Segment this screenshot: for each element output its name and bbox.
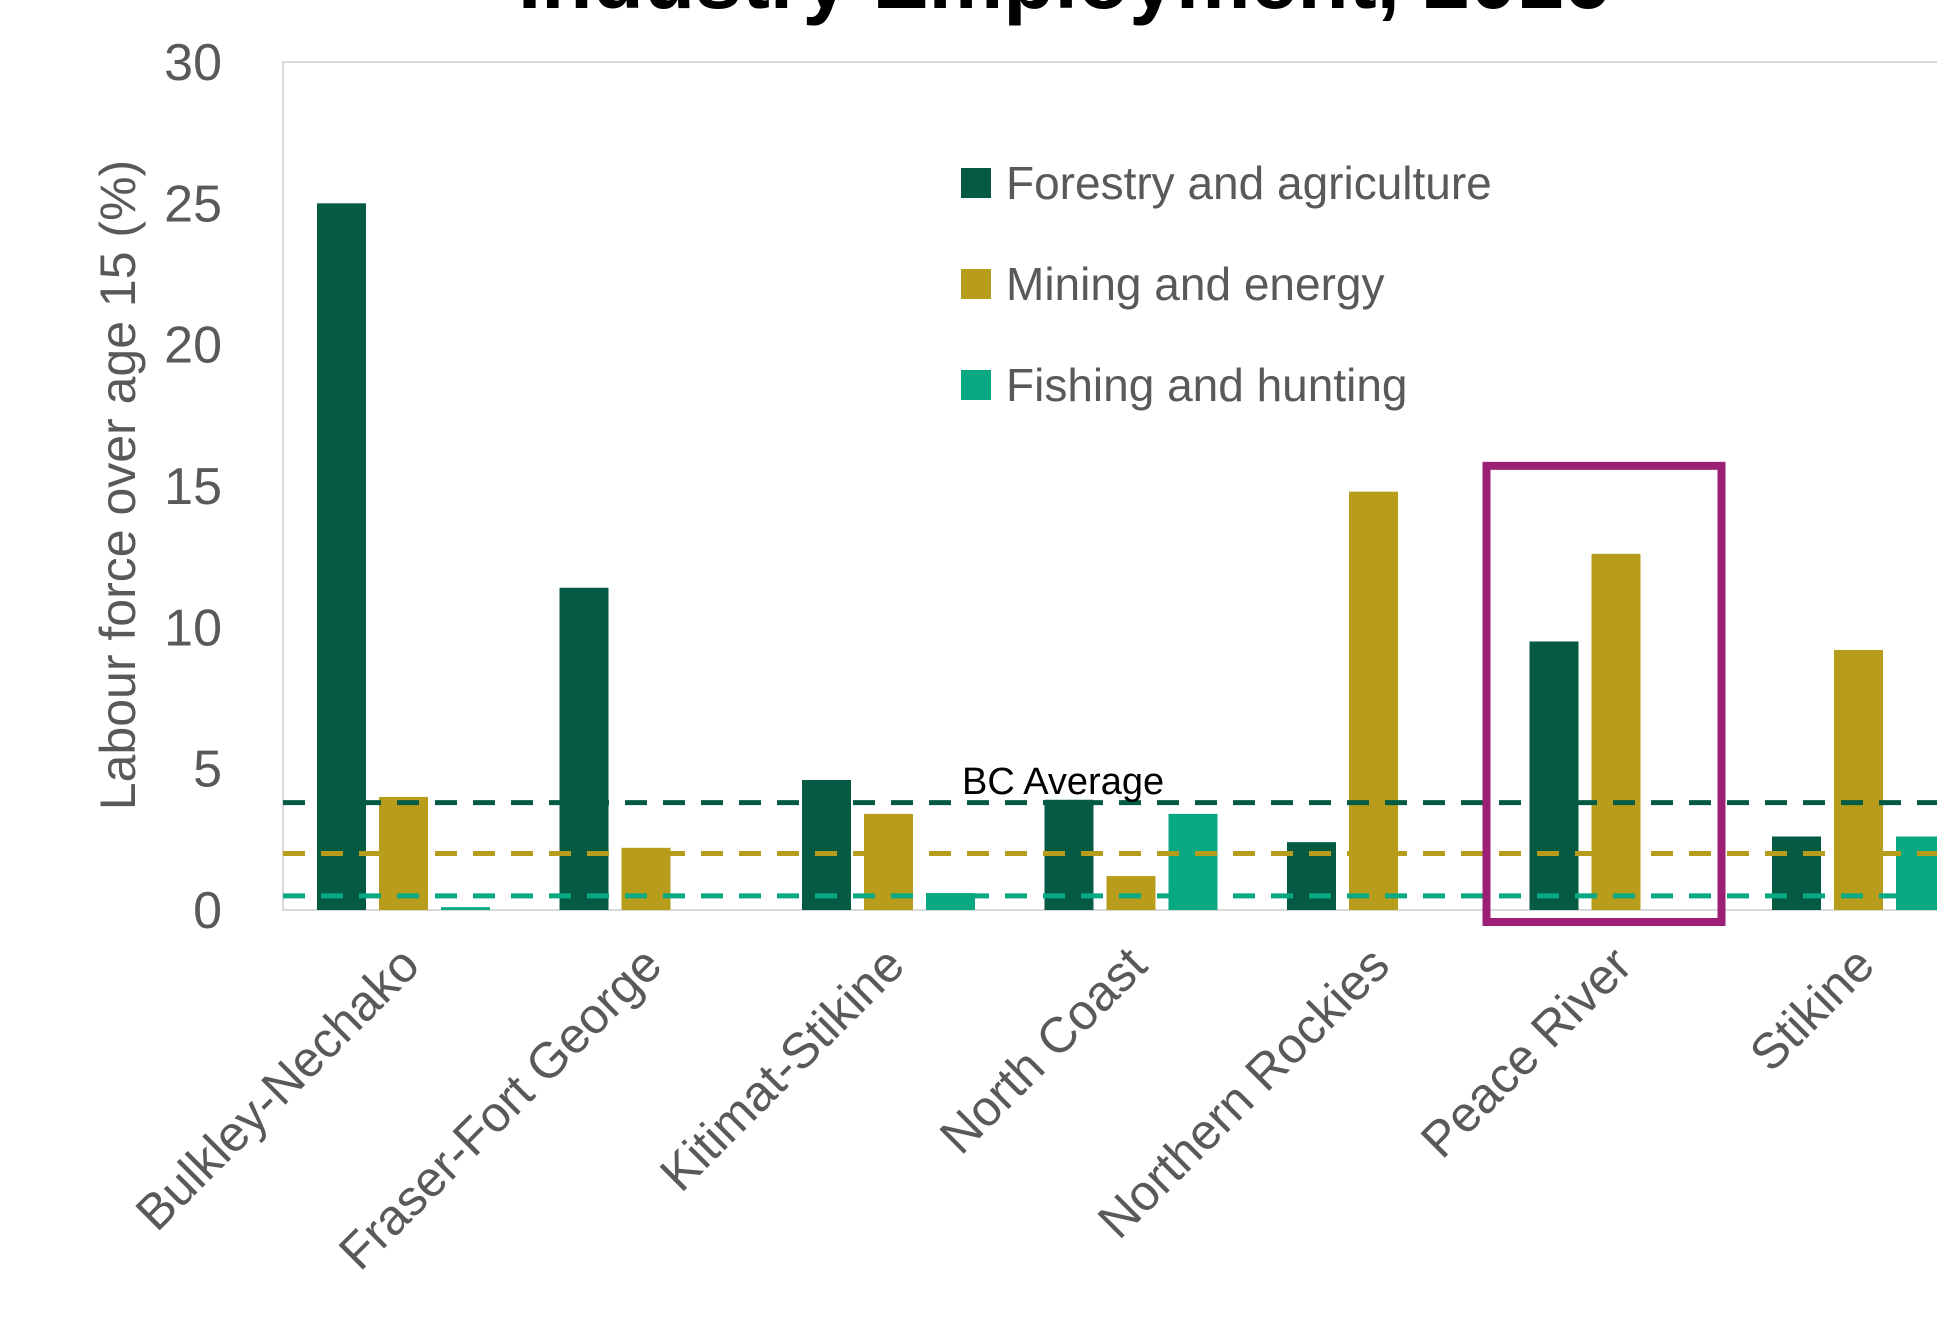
y-tick-label: 5 bbox=[193, 741, 222, 799]
bar-mining-and-energy-fraser-fort-george bbox=[621, 847, 671, 910]
bar-forestry-and-agriculture-peace-river bbox=[1529, 641, 1579, 910]
bar-mining-and-energy-stikine bbox=[1834, 649, 1883, 910]
highlight-box bbox=[1482, 461, 1726, 926]
y-tick-label: 30 bbox=[164, 34, 222, 92]
chart-title: Industry Employment, 2016 bbox=[518, 0, 1610, 26]
legend-swatch-mining-and-energy bbox=[961, 269, 991, 299]
legend-swatch-fishing-and-hunting bbox=[961, 370, 991, 400]
bars bbox=[317, 203, 1937, 911]
y-tick-label: 0 bbox=[193, 882, 222, 940]
legend-swatch-forestry-and-agriculture bbox=[961, 168, 991, 198]
y-tick-label: 10 bbox=[164, 599, 222, 657]
x-label-stikine: Stikine bbox=[1739, 936, 1885, 1082]
legend: Forestry and agriculture Mining and energ… bbox=[961, 157, 1492, 411]
bar-mining-and-energy-north-coast bbox=[1106, 876, 1156, 910]
y-tick-label: 25 bbox=[164, 175, 222, 233]
legend-label-mining-and-energy: Mining and energy bbox=[1006, 258, 1384, 310]
legend-label-forestry-and-agriculture: Forestry and agriculture bbox=[1006, 157, 1492, 209]
y-axis-title: Labour force over age 15 (%) bbox=[90, 160, 146, 810]
bar-mining-and-energy-peace-river bbox=[1591, 553, 1641, 910]
x-label-kitimat-stikine: Kitimat-Stikine bbox=[649, 936, 915, 1202]
bar-forestry-and-agriculture-fraser-fort-george bbox=[559, 587, 609, 910]
bar-fishing-and-hunting-bulkley-nechako bbox=[441, 907, 490, 910]
x-label-north-coast: North Coast bbox=[929, 936, 1157, 1164]
bc-average-label: BC Average bbox=[962, 761, 1164, 803]
bar-forestry-and-agriculture-bulkley-nechako bbox=[317, 203, 366, 911]
highlight-box-peace-river bbox=[1482, 461, 1726, 926]
y-axis-ticks: 0 5 10 15 20 25 30 bbox=[164, 34, 222, 940]
bar-forestry-and-agriculture-stikine bbox=[1772, 836, 1821, 910]
bar-forestry-and-agriculture-kitimat-stikine bbox=[802, 779, 851, 910]
y-tick-label: 15 bbox=[164, 458, 222, 516]
legend-label-fishing-and-hunting: Fishing and hunting bbox=[1006, 359, 1408, 411]
y-tick-label: 20 bbox=[164, 317, 222, 375]
bc-average-lines bbox=[283, 800, 1937, 899]
bar-mining-and-energy-northern-rockies bbox=[1349, 491, 1398, 910]
bar-fishing-and-hunting-stikine bbox=[1896, 836, 1937, 910]
x-label-peace-river: Peace River bbox=[1410, 936, 1642, 1168]
